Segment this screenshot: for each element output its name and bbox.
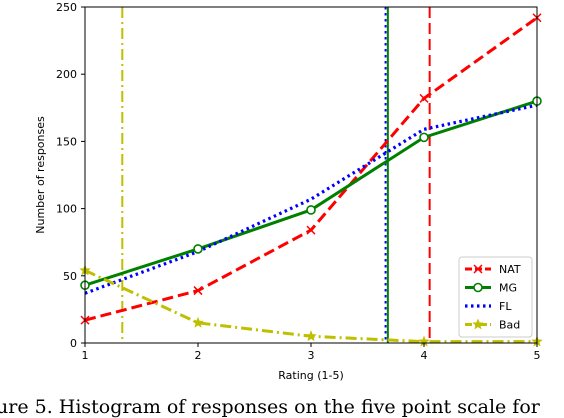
legend-box	[458, 256, 533, 338]
y-tick-label-2: 50	[63, 270, 77, 283]
x-tick-label-1: 1	[82, 349, 89, 362]
x-tick-label-5: 5	[534, 349, 541, 362]
y-tick-label-5: 200	[56, 68, 77, 81]
legend-marker-mg	[473, 282, 483, 293]
point-mg-4	[419, 132, 429, 143]
point-nat-2-stroke-b	[193, 286, 203, 296]
figure-caption: ure 5. Histogram of responses on the fiv…	[0, 396, 540, 418]
point-bad-3	[305, 330, 317, 342]
x-axis: 1 2 3 4 5	[82, 343, 541, 362]
point-nat-3	[306, 225, 316, 235]
point-nat-3-stroke-b	[306, 225, 316, 235]
legend-label-nat: NAT	[499, 263, 521, 276]
legend-marker-nat	[473, 264, 483, 274]
y-tick-label-3: 100	[56, 203, 77, 216]
y-axis-label: Number of responses	[34, 116, 47, 234]
y-tick-label-4: 150	[56, 135, 77, 148]
legend-marker-bad	[472, 318, 484, 330]
y-tick-label-1: 0	[70, 337, 77, 350]
x-tick-label-4: 4	[421, 349, 428, 362]
legend-label-fl: FL	[499, 300, 512, 313]
legend-marker-nat-stroke-b	[473, 264, 483, 274]
y-tick-label-6: 250	[56, 1, 77, 14]
point-mg-3	[306, 205, 316, 215]
legend: NAT MG FL Bad	[458, 256, 533, 338]
x-axis-label: Rating (1-5)	[278, 369, 344, 382]
legend-label-mg: MG	[499, 282, 517, 295]
point-nat-4-stroke-b	[419, 93, 429, 103]
series-line-fl	[84, 103, 538, 295]
point-mg-2	[193, 244, 203, 254]
reference-lines	[121, 7, 431, 343]
point-bad-2	[192, 316, 204, 328]
y-axis: 0 50 100 150 200 250	[56, 1, 85, 350]
point-nat-4	[419, 93, 429, 103]
x-tick-label-3: 3	[308, 349, 315, 362]
legend-label-bad: Bad	[499, 319, 520, 332]
point-nat-2	[193, 286, 203, 296]
x-tick-label-2: 2	[195, 349, 202, 362]
